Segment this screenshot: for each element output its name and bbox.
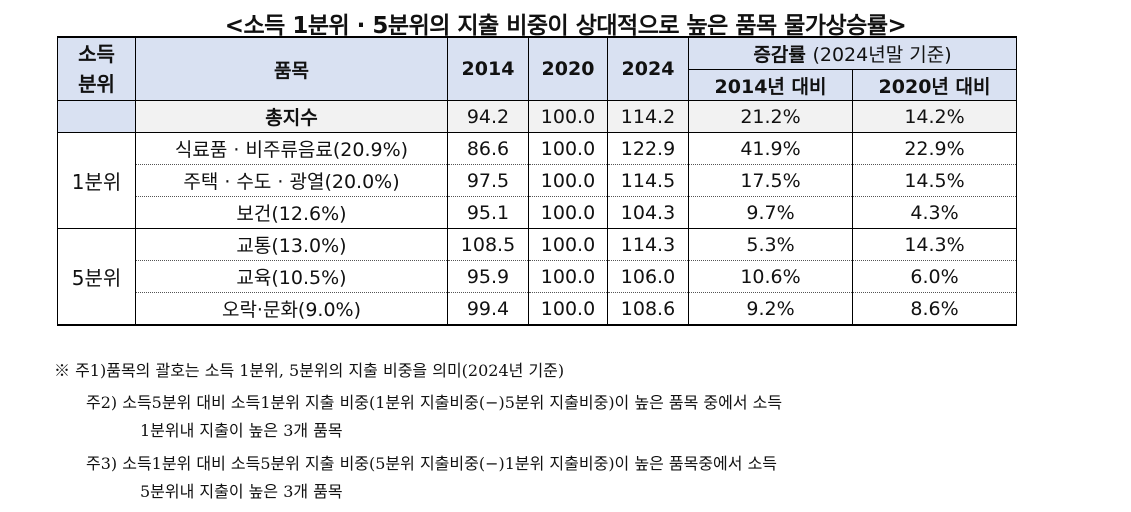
row-change-2014: 5.3%: [688, 228, 853, 261]
row-2024: 122.9: [607, 132, 689, 165]
group-label: 5분위: [57, 228, 136, 326]
row-2014: 95.9: [447, 260, 529, 293]
row-item: 교통(13.0%): [135, 228, 448, 261]
row-item: 식료품 · 비주류음료(20.9%): [135, 132, 448, 165]
row-2020: 100.0: [528, 196, 608, 229]
row-change-2014: 41.9%: [688, 132, 853, 165]
subheader-row: 2014년 대비 2020년 대비: [58, 69, 1017, 101]
row-change-2014: 9.2%: [688, 292, 853, 326]
row-2014: 95.1: [447, 196, 529, 229]
row-2024: 104.3: [607, 196, 689, 229]
table-row: 교육(10.5%) 95.9 100.0 106.0 10.6% 6.0%: [58, 260, 1017, 293]
row-change-2020: 4.3%: [852, 196, 1017, 229]
row-2020: 100.0: [528, 132, 608, 165]
row-change-2014: 9.7%: [688, 196, 853, 229]
row-change-2020: 6.0%: [852, 260, 1017, 293]
total-2014: 94.2: [447, 100, 529, 133]
row-2020: 100.0: [528, 228, 608, 261]
row-2014: 108.5: [447, 228, 529, 261]
row-item: 교육(10.5%): [135, 260, 448, 293]
group-label: 1분위: [57, 132, 136, 229]
row-2020: 100.0: [528, 260, 608, 293]
row-2024: 114.5: [607, 164, 689, 197]
footnote-3-cont: 5분위내 지출이 높은 3개 품목: [140, 482, 343, 501]
footnote-2-cont: 1분위내 지출이 높은 3개 품목: [140, 421, 343, 440]
header-change-note: (2024년말 기준): [812, 44, 952, 66]
table-row: 오락·문화(9.0%) 99.4 100.0 108.6 9.2% 8.6%: [58, 292, 1017, 326]
row-item: 오락·문화(9.0%): [135, 292, 448, 326]
table-row: 1분위 식료품 · 비주류음료(20.9%) 86.6 100.0 122.9 …: [57, 132, 1017, 229]
row-change-2014: 10.6%: [688, 260, 853, 293]
total-group-cell: [57, 100, 136, 133]
table-row: 주택 · 수도 · 광열(20.0%) 97.5 100.0 114.5 17.…: [58, 164, 1017, 197]
header-change-label: 증감률: [753, 44, 806, 66]
total-change-2020: 14.2%: [852, 100, 1017, 133]
header-2014: 2014: [447, 36, 529, 101]
footnote-2: 주2) 소득5분위 대비 소득1분위 지출 비중(1분위 지출비중(−)5분위 …: [86, 393, 783, 412]
header-vs-2014: 2014년 대비: [688, 69, 853, 101]
header-row: 소득 분위 품목 2014 2020 2024 증감률 (2024년말 기준): [57, 36, 1017, 101]
header-change: 증감률 (2024년말 기준): [688, 36, 1017, 70]
table-title: <소득 1분위 · 5분위의 지출 비중이 상대적으로 높은 품목 물가상승률>: [224, 13, 907, 39]
row-2020: 100.0: [528, 292, 608, 326]
header-quintile: 소득 분위: [57, 36, 136, 101]
total-item: 총지수: [135, 100, 448, 133]
total-row: 총지수 94.2 100.0 114.2 21.2% 14.2%: [57, 100, 1017, 133]
footnote-1: ※ 주1)품목의 괄호는 소득 1분위, 5분위의 지출 비중을 의미(2024…: [54, 361, 565, 380]
header-vs-2020: 2020년 대비: [852, 69, 1017, 101]
row-change-2020: 22.9%: [852, 132, 1017, 165]
row-change-2020: 14.3%: [852, 228, 1017, 261]
header-item: 품목: [135, 36, 448, 101]
row-change-2014: 17.5%: [688, 164, 853, 197]
row-2024: 114.3: [607, 228, 689, 261]
table-row: 보건(12.6%) 95.1 100.0 104.3 9.7% 4.3%: [58, 196, 1017, 229]
header-2024: 2024: [607, 36, 689, 101]
table-row: 5분위 교통(13.0%) 108.5 100.0 114.3 5.3% 14.…: [57, 228, 1017, 326]
row-2020: 100.0: [528, 164, 608, 197]
row-item: 주택 · 수도 · 광열(20.0%): [135, 164, 448, 197]
row-2024: 108.6: [607, 292, 689, 326]
footnote-3: 주3) 소득1분위 대비 소득5분위 지출 비중(5분위 지출비중(−)1분위 …: [86, 454, 778, 473]
row-change-2020: 8.6%: [852, 292, 1017, 326]
row-item: 보건(12.6%): [135, 196, 448, 229]
row-change-2020: 14.5%: [852, 164, 1017, 197]
row-2014: 99.4: [447, 292, 529, 326]
total-change-2014: 21.2%: [688, 100, 853, 133]
row-2014: 97.5: [447, 164, 529, 197]
row-2014: 86.6: [447, 132, 529, 165]
price-table: 소득 분위 품목 2014 2020 2024 증감률 (2024년말 기준) …: [57, 36, 1017, 326]
row-2024: 106.0: [607, 260, 689, 293]
total-2020: 100.0: [528, 100, 608, 133]
header-2020: 2020: [528, 36, 608, 101]
total-2024: 114.2: [607, 100, 689, 133]
